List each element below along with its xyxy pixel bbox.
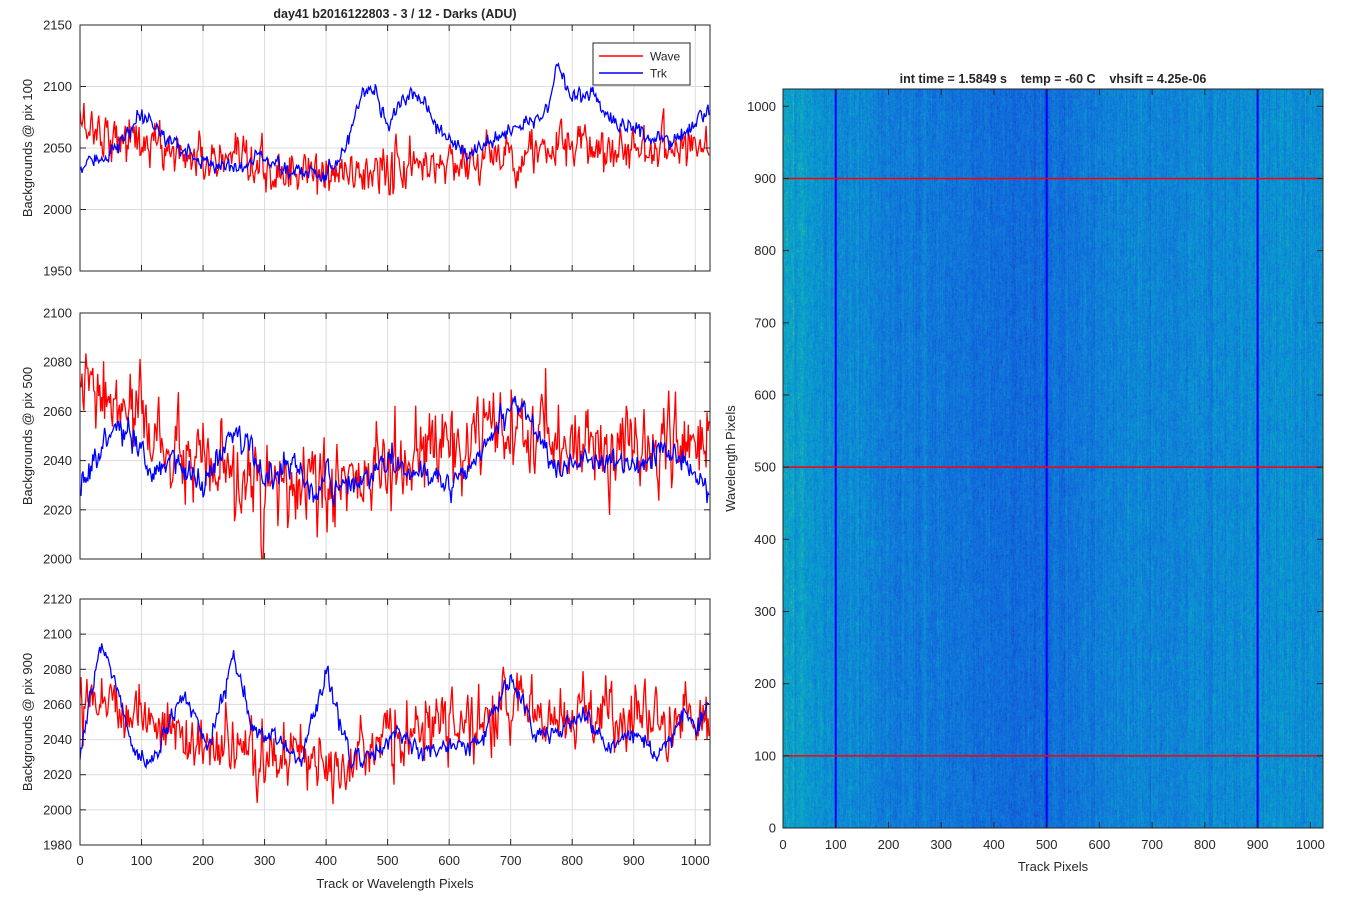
y-tick-label: 0 — [769, 821, 776, 836]
y-tick-label: 2050 — [43, 141, 72, 156]
y-tick-label: 2100 — [43, 306, 72, 321]
y-axis-label: Backgrounds @ pix 900 — [20, 653, 35, 791]
x-tick-label: 500 — [1036, 837, 1058, 852]
x-axis-label: Track Pixels — [1018, 859, 1089, 874]
x-tick-label: 100 — [131, 853, 153, 868]
y-tick-label: 2040 — [43, 732, 72, 747]
x-tick-label: 700 — [500, 853, 522, 868]
x-tick-label: 800 — [1194, 837, 1216, 852]
line-panel-1: 1950 2000 2050 2100 2150 Backgrounds @ pix 10… — [20, 7, 711, 279]
y-tick-label: 600 — [754, 387, 776, 402]
y-tick-label: 2100 — [43, 627, 72, 642]
y-tick-label: 500 — [754, 460, 776, 475]
y-tick-label: 2060 — [43, 404, 72, 419]
y-tick-label: 2040 — [43, 453, 72, 468]
y-tick-label: 2000 — [43, 202, 72, 217]
y-axis-label: Wavelength Pixels — [723, 405, 738, 512]
legend-box — [592, 42, 691, 86]
y-tick-label: 900 — [754, 171, 776, 186]
x-tick-label: 700 — [1141, 837, 1163, 852]
y-tick-label: 200 — [754, 676, 776, 691]
series-line-wave — [80, 102, 710, 196]
axes-box — [79, 598, 711, 846]
x-tick-label: 300 — [930, 837, 952, 852]
line-panel-3: 1980 2000 2020 2040 2060 2080 2100 2120 0 100 200 3… — [20, 592, 711, 891]
legend-label-trk: Trk — [650, 67, 668, 81]
x-tick-label: 200 — [192, 853, 214, 868]
heatmap-panel: 0 100 200 300 400 500 600 700 800 900 1000 0 100 200 3… — [723, 72, 1325, 874]
line-panel-2: 2000 2020 2040 2060 2080 2100 Backgrounds @ pi… — [20, 306, 711, 567]
x-tick-label: 800 — [561, 853, 583, 868]
x-tick-label: 100 — [825, 837, 847, 852]
x-tick-label: 0 — [779, 837, 786, 852]
y-tick-label: 2020 — [43, 502, 72, 517]
y-tick-label: 400 — [754, 532, 776, 547]
y-tick-label: 2080 — [43, 355, 72, 370]
y-tick-label: 2080 — [43, 662, 72, 677]
y-tick-label: 100 — [754, 748, 776, 763]
y-tick-label: 700 — [754, 315, 776, 330]
y-tick-label: 1950 — [43, 264, 72, 279]
y-tick-label: 2100 — [43, 79, 72, 94]
x-tick-label: 400 — [315, 853, 337, 868]
y-tick-label: 300 — [754, 604, 776, 619]
x-tick-label: 900 — [1247, 837, 1269, 852]
series-line-wave — [80, 666, 710, 805]
y-tick-label: 1000 — [747, 99, 776, 114]
x-tick-label: 600 — [438, 853, 460, 868]
y-axis-label: Backgrounds @ pix 100 — [20, 79, 35, 217]
y-tick-label: 2150 — [43, 18, 72, 33]
legend-label-wave: Wave — [650, 50, 681, 64]
axes-box — [79, 312, 711, 560]
y-tick-label: 2020 — [43, 767, 72, 782]
y-tick-label: 2000 — [43, 802, 72, 817]
x-axis-label: Track or Wavelength Pixels — [316, 876, 474, 891]
y-tick-label: 2120 — [43, 592, 72, 607]
y-tick-label: 2060 — [43, 697, 72, 712]
x-tick-label: 0 — [76, 853, 83, 868]
y-tick-label: 800 — [754, 243, 776, 258]
y-tick-label: 2000 — [43, 552, 72, 567]
axes-box — [782, 88, 1324, 829]
x-tick-label: 600 — [1089, 837, 1111, 852]
series-line-wave — [80, 353, 710, 559]
y-tick-label: 1980 — [43, 838, 72, 853]
x-tick-label: 200 — [878, 837, 900, 852]
heatmap-image — [783, 89, 1323, 828]
x-tick-label: 1000 — [681, 853, 710, 868]
legend: Wave Trk — [592, 42, 691, 86]
series-line-trk — [80, 643, 710, 770]
x-tick-label: 500 — [377, 853, 399, 868]
series-line-trk — [80, 395, 710, 507]
x-tick-label: 900 — [623, 853, 645, 868]
series-line-trk — [80, 61, 710, 183]
x-tick-label: 400 — [983, 837, 1005, 852]
chart-title: day41 b2016122803 - 3 / 12 - Darks (ADU) — [273, 7, 516, 21]
x-tick-label: 300 — [254, 853, 276, 868]
y-axis-label: Backgrounds @ pix 500 — [20, 367, 35, 505]
heatmap-title: int time = 1.5849 s temp = -60 C vhsift … — [900, 72, 1207, 86]
x-tick-label: 1000 — [1296, 837, 1325, 852]
